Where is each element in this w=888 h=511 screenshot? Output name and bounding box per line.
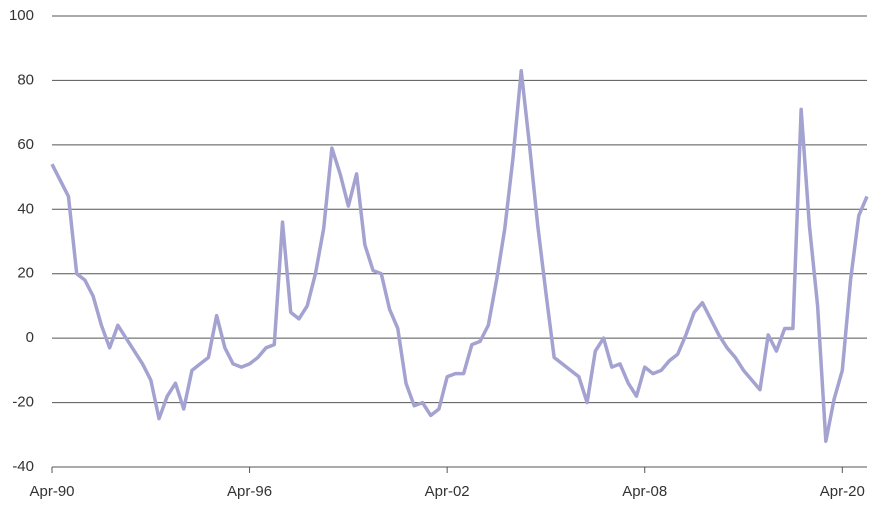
- y-tick-label: 20: [17, 265, 34, 282]
- y-tick-label: 0: [26, 329, 34, 346]
- y-tick-label: -20: [12, 394, 34, 411]
- y-tick-label: 100: [9, 7, 34, 24]
- x-tick-label: Apr-02: [425, 483, 470, 500]
- y-tick-label: 40: [17, 200, 34, 217]
- x-tick-label: Apr-08: [622, 483, 667, 500]
- data-line: [50, 69, 869, 443]
- y-tick-label: 80: [17, 71, 34, 88]
- x-tick-label: Apr-96: [227, 483, 272, 500]
- x-tick-label: Apr-20: [820, 483, 865, 500]
- y-tick-label: 60: [17, 136, 34, 153]
- y-tick-label: -40: [12, 458, 34, 475]
- x-tick-label: Apr-90: [29, 483, 74, 500]
